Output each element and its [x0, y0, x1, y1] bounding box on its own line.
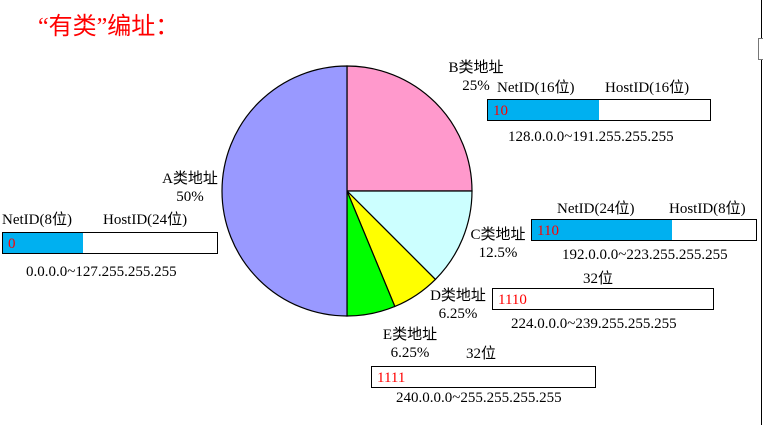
slice-c-name: C类地址 — [470, 227, 526, 243]
class-c-prefix: 110 — [537, 223, 559, 239]
class-a-netid-label: NetID(8位) — [2, 212, 72, 228]
slice-a-percent: 50% — [176, 189, 204, 205]
class-e-range: 240.0.0.0~255.255.255.255 — [396, 390, 562, 406]
slice-c-percent: 12.5% — [478, 245, 518, 261]
class-d-bits-label: 32位 — [583, 271, 614, 287]
slice-b-percent: 25% — [462, 78, 490, 94]
class-b-netid-segment — [488, 100, 599, 120]
class-d-prefix: 1110 — [498, 292, 527, 308]
class-e-address-bar: 1111 — [371, 366, 596, 388]
scroll-marker — [758, 38, 763, 60]
slice-e-name: E类地址 — [382, 327, 438, 343]
class-b-prefix: 10 — [493, 103, 508, 119]
class-c-netid-label: NetID(24位) — [557, 201, 635, 217]
class-c-address-bar: 110 — [531, 219, 757, 241]
class-e-prefix: 1111 — [377, 370, 406, 386]
class-c-hostid-label: HostID(8位) — [669, 201, 746, 217]
slice-e-label: E类地址 6.25% — [370, 326, 450, 362]
class-d-range: 224.0.0.0~239.255.255.255 — [511, 316, 677, 332]
slice-c-label: C类地址 12.5% — [458, 226, 538, 262]
pie-slice-1 — [345, 190, 473, 281]
class-c-netid-segment — [532, 220, 672, 240]
class-a-netid-segment — [3, 233, 84, 253]
class-b-address-bar: 10 — [487, 99, 711, 121]
class-e-bits-label: 32位 — [466, 346, 497, 362]
class-a-prefix: 0 — [8, 236, 16, 252]
slice-a-name: A类地址 — [162, 171, 218, 187]
page-title: “有类”编址： — [38, 14, 180, 40]
class-b-hostid-label: HostID(16位) — [605, 80, 690, 96]
window-edge — [761, 0, 762, 425]
pie-slice-4 — [221, 65, 348, 317]
class-c-range: 192.0.0.0~223.255.255.255 — [562, 247, 728, 263]
class-b-range: 128.0.0.0~191.255.255.255 — [508, 129, 674, 145]
class-b-netid-label: NetID(16位) — [497, 80, 575, 96]
slice-a-label: A类地址 50% — [150, 170, 230, 206]
slice-d-name: D类地址 — [430, 288, 486, 304]
slice-b-label: B类地址 25% — [436, 59, 516, 95]
class-a-address-bar: 0 — [2, 232, 218, 254]
class-a-hostid-label: HostID(24位) — [103, 212, 188, 228]
slice-e-percent: 6.25% — [390, 345, 430, 361]
class-a-range: 0.0.0.0~127.255.255.255 — [26, 264, 177, 280]
class-d-address-bar: 1110 — [492, 288, 714, 310]
slice-b-name: B类地址 — [448, 60, 504, 76]
slice-d-label: D类地址 6.25% — [418, 287, 498, 323]
slice-d-percent: 6.25% — [438, 306, 478, 322]
pie-slice-0 — [346, 65, 473, 192]
